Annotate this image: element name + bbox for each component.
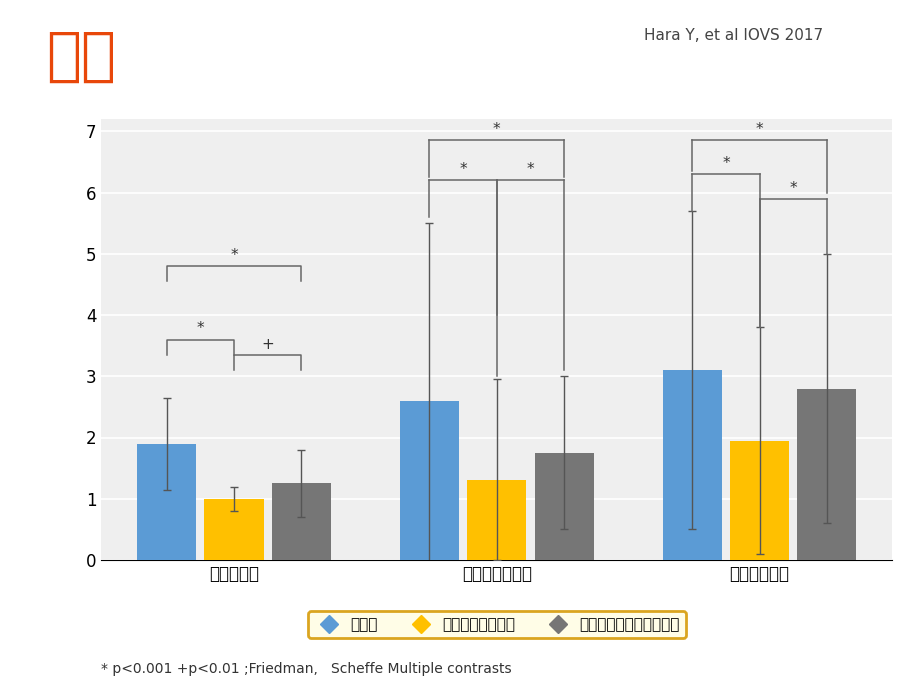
Text: *: * [789,181,796,195]
Bar [137,444,196,560]
Bar [204,498,264,560]
Bar [400,400,459,560]
Text: *: * [459,162,467,177]
Bar [797,389,856,560]
Text: *: * [230,248,238,263]
Text: Hara Y, et al IOVS 2017: Hara Y, et al IOVS 2017 [643,28,823,43]
Text: * p<0.001 +p<0.01 ;Friedman,   Scheffe Multiple contrasts: * p<0.001 +p<0.01 ;Friedman, Scheffe Mul… [101,662,511,676]
Text: 結果: 結果 [46,28,116,85]
Bar [534,453,593,560]
Text: *: * [493,122,500,137]
Text: *: * [754,122,763,137]
Text: *: * [526,162,534,177]
Bar [662,370,721,560]
Bar [271,484,331,560]
Text: *: * [197,321,204,337]
Text: *: * [721,156,729,171]
Bar [729,440,789,560]
Legend: 摄取前, ミカンヨーグルト, コントロールヨーグルト: 摄取前, ミカンヨーグルト, コントロールヨーグルト [308,611,685,638]
Text: +: + [261,337,274,351]
Bar [467,480,526,560]
